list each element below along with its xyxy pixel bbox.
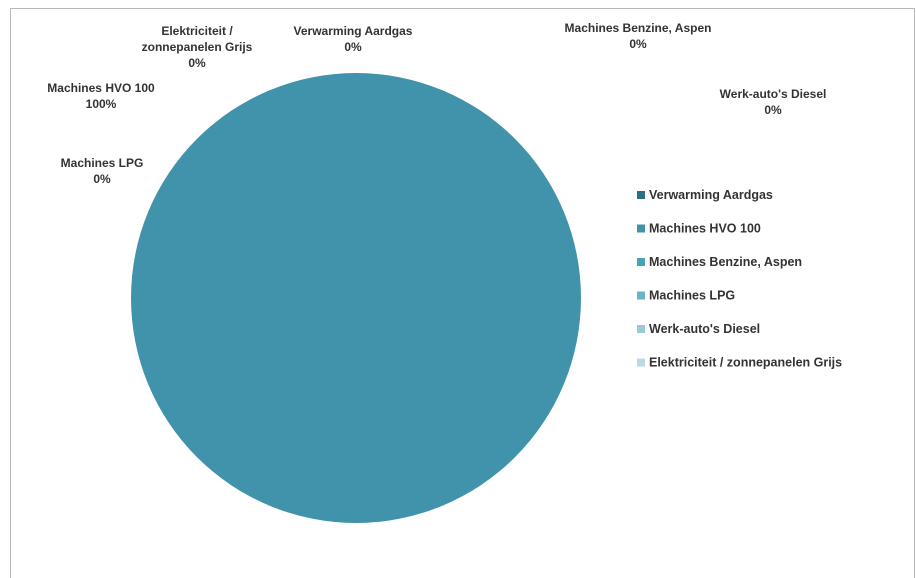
legend-label: Verwarming Aardgas (649, 188, 773, 202)
data-label: Machines LPG 0% (61, 156, 144, 186)
legend: Verwarming Aardgas Machines HVO 100 Machin… (637, 188, 842, 370)
legend-label: Elektriciteit / zonnepanelen Grijs (649, 356, 842, 370)
pie-labels: Verwarming Aardgas 0% Machines HVO 100 100%… (47, 21, 826, 186)
legend-swatch (637, 325, 645, 333)
legend-label: Werk-auto's Diesel (649, 322, 760, 336)
legend-swatch (637, 258, 645, 266)
pie-slices (131, 73, 581, 523)
data-label: Machines HVO 100 100% (47, 81, 155, 111)
data-label: Machines Benzine, Aspen 0% (565, 21, 712, 51)
legend-label: Machines Benzine, Aspen (649, 255, 802, 269)
legend-swatch (637, 224, 645, 233)
legend-label: Machines HVO 100 (649, 222, 761, 236)
legend-swatch (637, 291, 645, 300)
pie-slice (131, 73, 581, 523)
data-label: Werk-auto's Diesel 0% (720, 87, 827, 117)
legend-label: Machines LPG (649, 289, 735, 303)
data-label: Elektriciteit / zonnepanelen Grijs 0% (142, 24, 253, 70)
data-label: Verwarming Aardgas 0% (294, 24, 413, 54)
legend-swatch (637, 191, 645, 199)
legend-swatch (637, 358, 645, 367)
